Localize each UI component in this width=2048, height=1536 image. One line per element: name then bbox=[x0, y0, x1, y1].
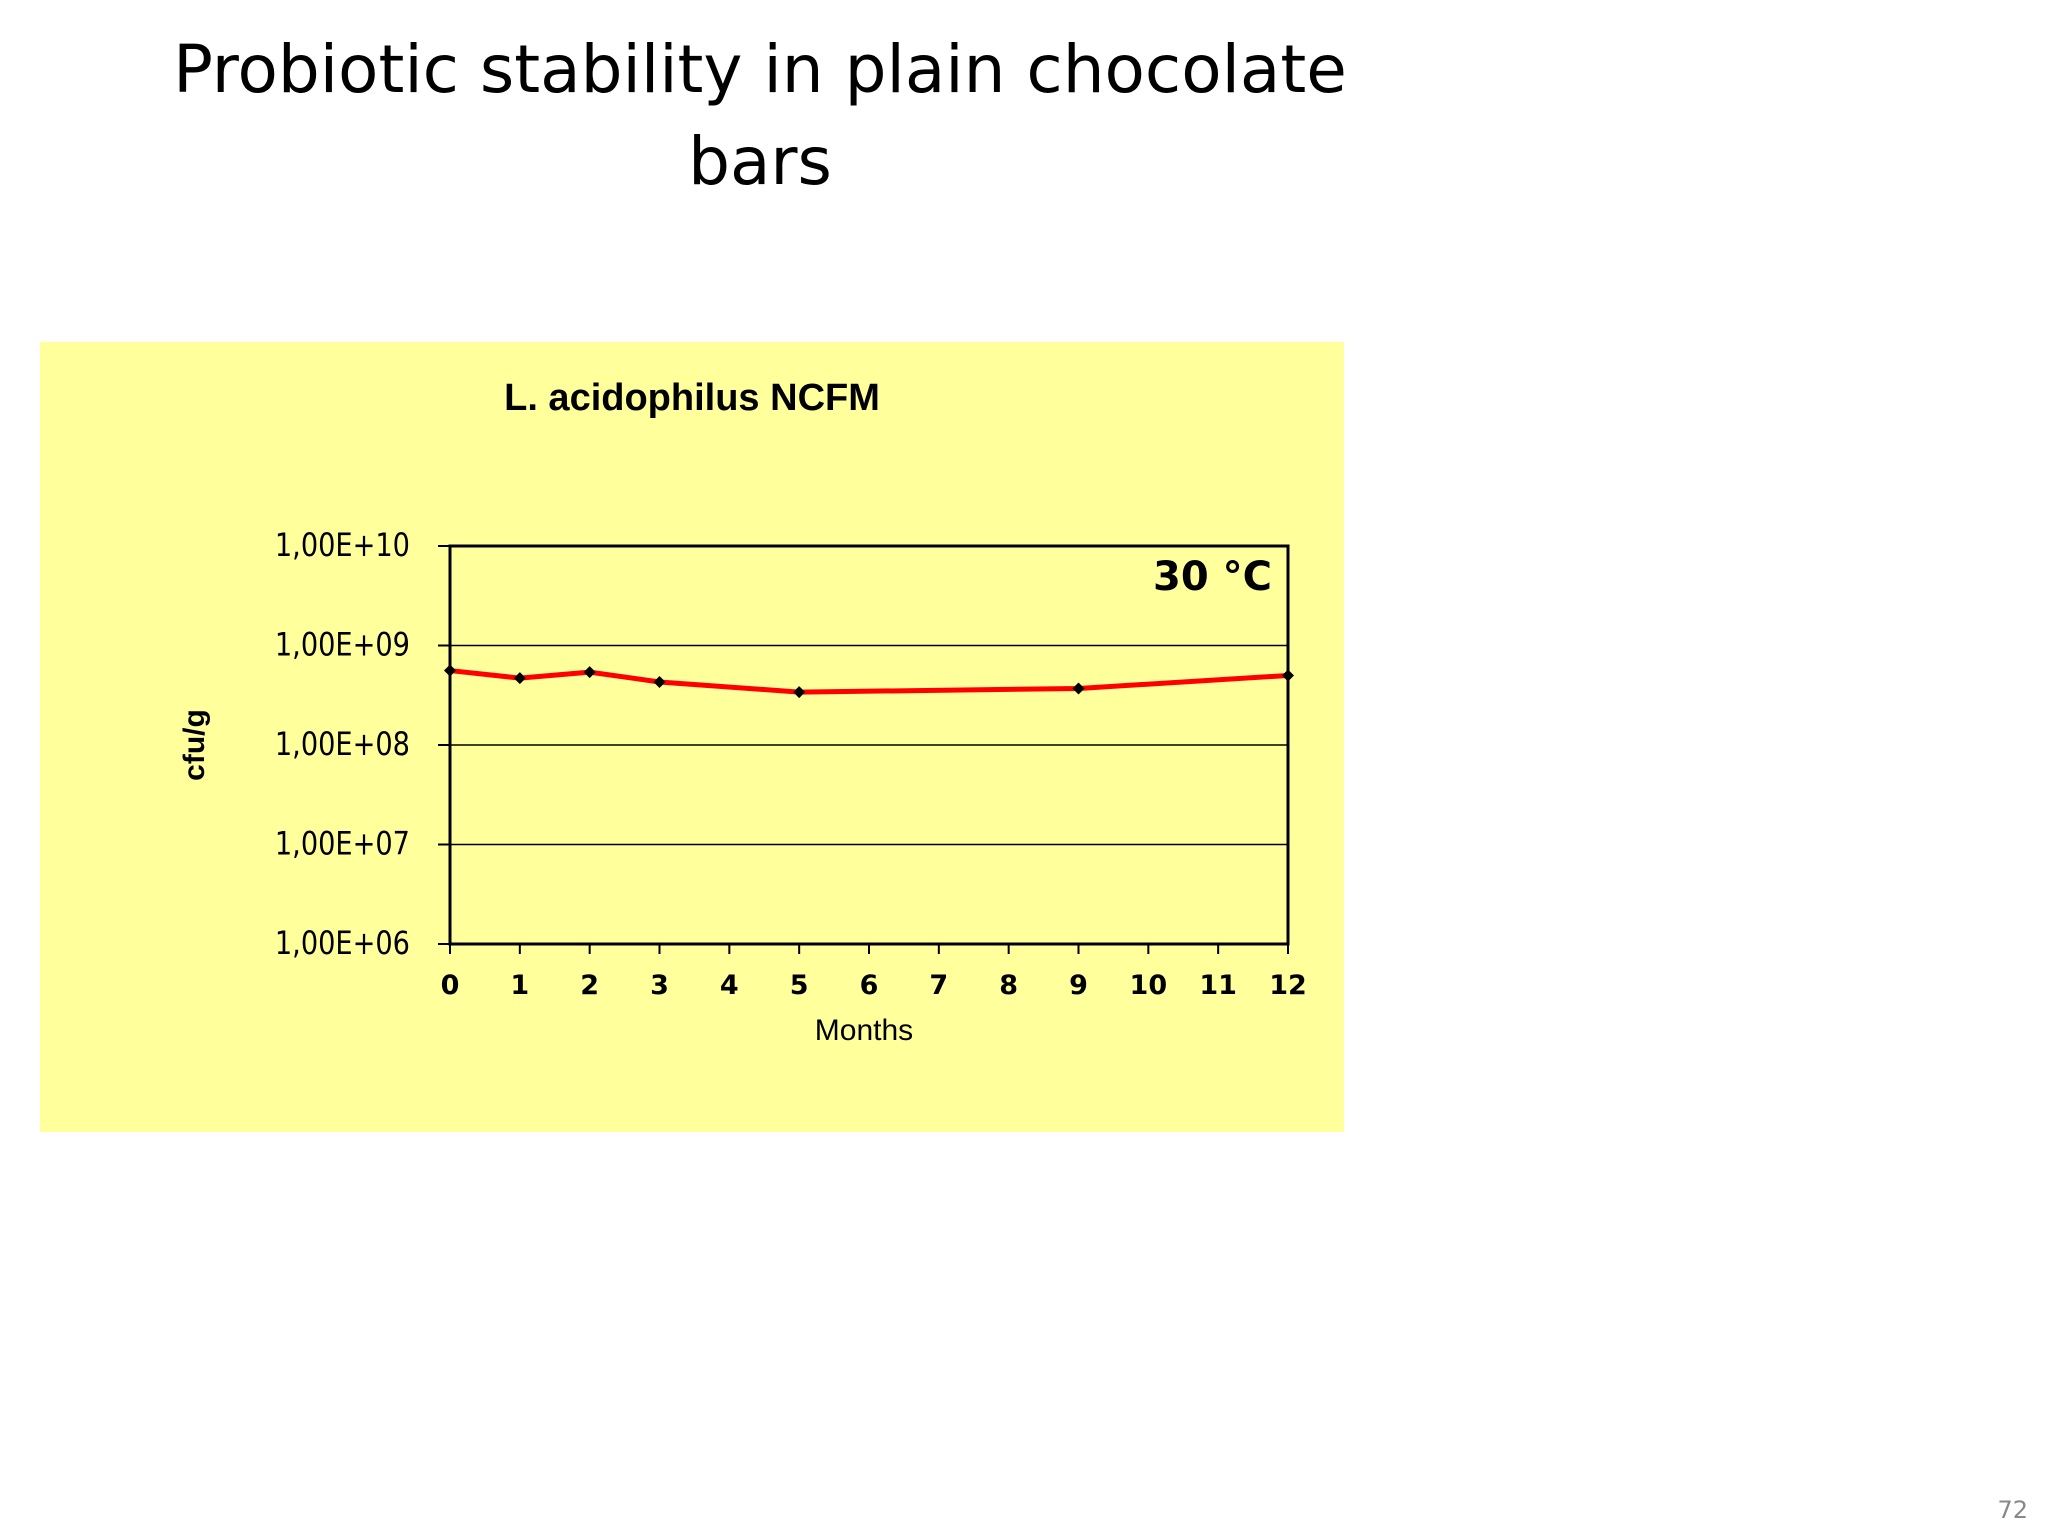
x-tick-label: 1 bbox=[510, 970, 529, 1001]
chart-title: L. acidophilus NCFM bbox=[504, 377, 880, 419]
x-axis-label: Months bbox=[815, 1014, 913, 1047]
x-tick-label: 2 bbox=[580, 970, 599, 1001]
x-tick-label: 8 bbox=[999, 970, 1018, 1001]
slide-title: Probiotic stability in plain chocolate b… bbox=[173, 31, 1347, 200]
y-axis-label: cfu/g bbox=[178, 709, 211, 781]
x-tick-label: 10 bbox=[1130, 970, 1168, 1001]
data-point bbox=[444, 664, 456, 677]
y-tick-label: 1,00E+08 bbox=[275, 726, 410, 764]
data-point bbox=[653, 675, 666, 688]
chart-panel bbox=[40, 342, 1344, 1132]
data-point bbox=[1072, 682, 1085, 695]
y-tick-label: 1,00E+06 bbox=[275, 925, 410, 963]
x-tick-label: 9 bbox=[1069, 970, 1088, 1001]
data-point bbox=[513, 672, 526, 685]
page-number: 72 bbox=[1997, 1496, 2028, 1524]
x-tick-label: 5 bbox=[790, 970, 809, 1001]
y-tick-label: 1,00E+09 bbox=[275, 626, 410, 664]
data-point bbox=[793, 686, 806, 699]
data-point bbox=[583, 666, 596, 679]
x-tick-label: 4 bbox=[720, 970, 739, 1001]
x-tick-label: 12 bbox=[1269, 970, 1307, 1001]
series-layer bbox=[444, 664, 1294, 699]
data-point bbox=[1282, 669, 1294, 682]
temperature-annotation: 30 °C bbox=[1153, 554, 1272, 600]
x-tick-label: 11 bbox=[1199, 970, 1237, 1001]
gridlines bbox=[450, 644, 1288, 846]
x-tick-label: 0 bbox=[441, 970, 460, 1001]
y-tick-label: 1,00E+07 bbox=[275, 825, 410, 863]
y-tick-label: 1,00E+10 bbox=[275, 527, 410, 565]
x-tick-label: 6 bbox=[860, 970, 879, 1001]
axes bbox=[438, 544, 1290, 954]
x-tick-label: 7 bbox=[929, 970, 948, 1001]
x-tick-label: 3 bbox=[650, 970, 669, 1001]
tick-labels: 1,00E+06 1,00E+07 1,00E+08 1,00E+09 1,00E+10… bbox=[275, 527, 1307, 1001]
series-line bbox=[449, 668, 1289, 695]
